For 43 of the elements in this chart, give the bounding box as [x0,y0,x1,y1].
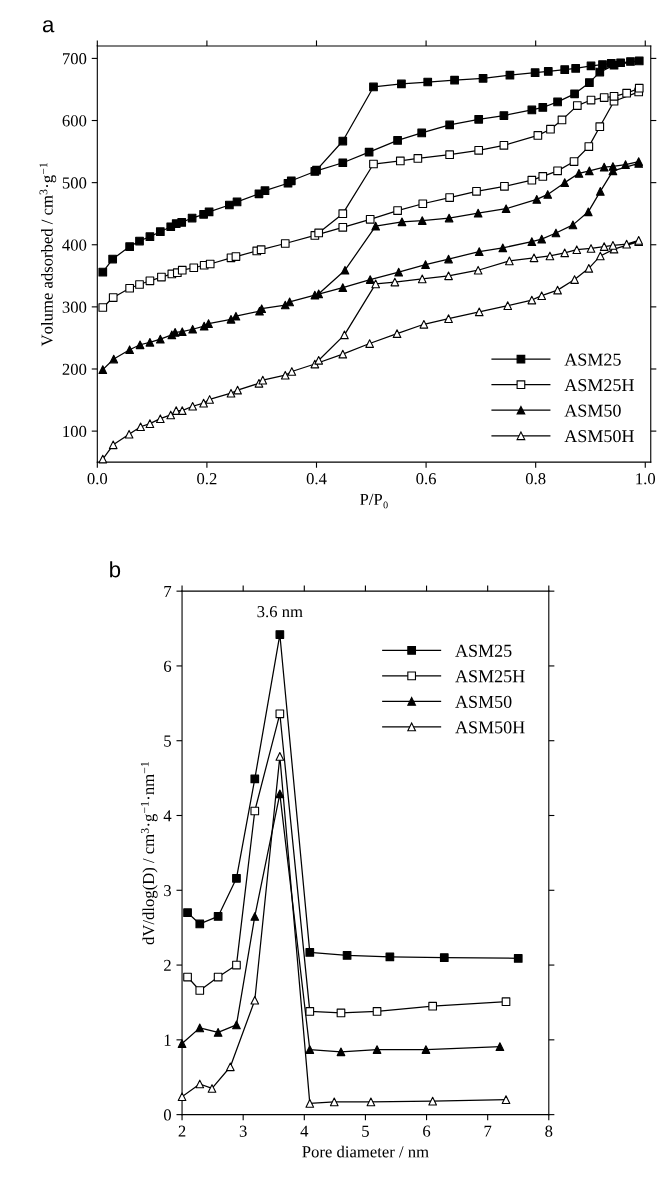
y-tick-label: 1 [164,1034,171,1046]
y-tick-label: 6 [164,660,172,672]
y-tick-label: 600 [62,115,87,127]
legend-label: ASM50H [455,721,525,734]
x-tick-label: 2 [178,1125,186,1137]
y-tick-label: 700 [63,53,87,65]
y-tick-label: 500 [62,177,87,189]
y-tick-label: 5 [164,735,171,747]
x-tick-label: 0.2 [197,473,217,485]
y-tick-label: 0 [163,1109,171,1121]
x-axis-title: Pore diameter / nm [302,1145,429,1158]
x-tick-label: 5 [362,1125,369,1137]
legend-label: ASM50 [564,404,621,417]
chart-title: a [42,20,55,33]
y-tick-label: 3 [164,885,171,897]
x-tick-label: 0.6 [416,473,436,485]
y-axis-title: dV/dlog(D) / cm$^{3}$·g$^{−1}$·nm$^{−1}$ [140,762,158,945]
y-tick-label: 300 [62,301,87,313]
y-tick-label: 4 [163,810,172,822]
y-tick-label: 100 [63,425,87,438]
legend-label: ASM50H [564,430,634,443]
x-tick-label: 6 [423,1125,431,1137]
legend-label: ASM25H [455,670,525,683]
x-tick-label: 0.8 [525,473,546,485]
legend-label: ASM50 [455,695,512,708]
x-tick-label: 0.0 [87,473,108,485]
y-tick-label: 7 [164,586,172,597]
x-tick-label: 4 [300,1125,309,1137]
x-tick-label: 3 [239,1125,247,1137]
legend-label: ASM25H [564,379,634,392]
y-tick-label: 400 [62,239,87,251]
x-tick-label: 7 [484,1125,492,1137]
legend-label: ASM25 [564,353,621,366]
chart-title: b [110,561,121,578]
x-tick-label: 0.4 [306,473,327,485]
legend-label: ASM25 [455,644,512,657]
y-axis-title: Volume adsorbed / cm$^{3}$·g$^{−1}$ [39,162,57,347]
annotation: 3.6 nm [257,606,303,618]
x-tick-label: 8 [545,1125,553,1137]
x-axis-title: P/P₀ [360,493,388,509]
y-tick-label: 200 [62,363,87,375]
x-tick-label: 1.0 [636,473,656,485]
y-tick-label: 2 [164,959,171,971]
